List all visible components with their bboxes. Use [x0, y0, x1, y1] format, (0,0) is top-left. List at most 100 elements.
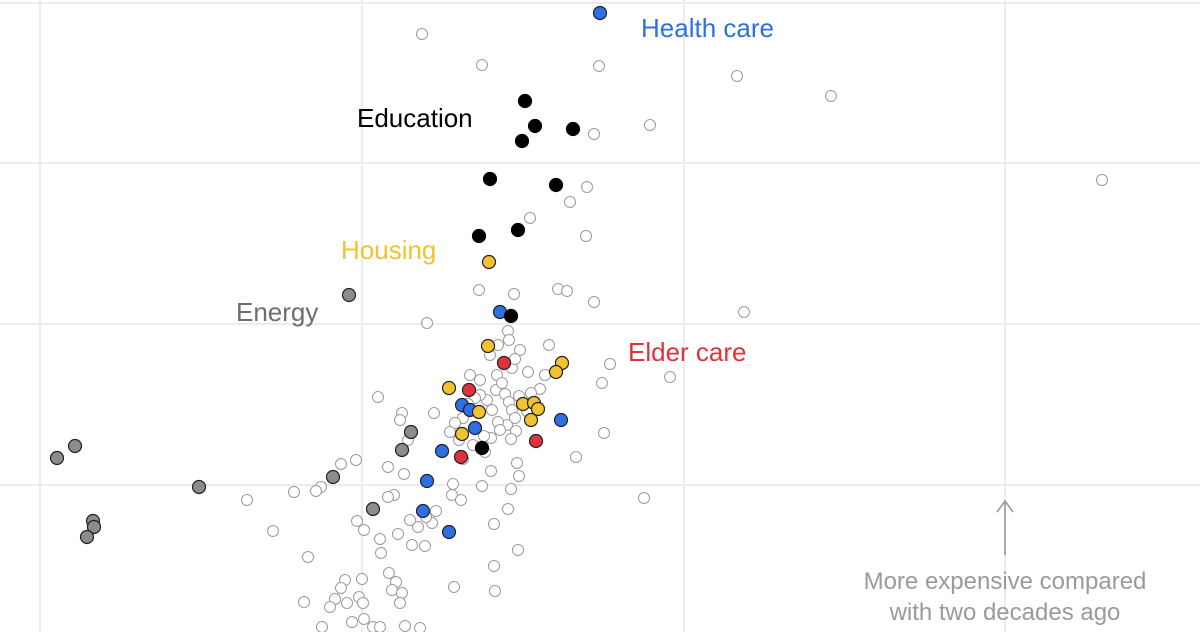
- education-point: [482, 171, 498, 187]
- energy-point: [341, 287, 357, 303]
- education-point: [510, 222, 526, 238]
- other-point: [503, 334, 515, 346]
- other-point: [358, 524, 370, 536]
- annotation-line-1: More expensive compared: [864, 568, 1147, 595]
- education-point: [471, 228, 487, 244]
- other-point: [346, 616, 358, 628]
- elder-point: [461, 382, 477, 398]
- other-point: [476, 59, 488, 71]
- other-point: [392, 528, 404, 540]
- other-point: [298, 596, 310, 608]
- health-point: [553, 412, 569, 428]
- other-point: [288, 486, 300, 498]
- other-point: [522, 366, 534, 378]
- energy-point: [86, 519, 102, 535]
- energy-point: [403, 424, 419, 440]
- education-label: Education: [357, 103, 473, 133]
- annotation-line-2: with two decades ago: [889, 599, 1121, 626]
- other-point: [539, 369, 551, 381]
- other-point: [382, 461, 394, 473]
- other-point: [644, 119, 656, 131]
- other-point: [505, 483, 517, 495]
- other-point: [502, 503, 514, 515]
- other-point: [358, 613, 370, 625]
- other-point: [494, 424, 506, 436]
- health-point: [592, 5, 608, 21]
- energy-point: [79, 529, 95, 545]
- education-point: [503, 308, 519, 324]
- other-point: [604, 358, 616, 370]
- other-point: [638, 492, 650, 504]
- other-point: [241, 494, 253, 506]
- other-point: [825, 90, 837, 102]
- energy-label: Energy: [236, 297, 318, 327]
- health-point: [419, 473, 435, 489]
- other-point: [302, 551, 314, 563]
- housing-point: [454, 426, 470, 442]
- other-point: [512, 544, 524, 556]
- other-point: [580, 230, 592, 242]
- health-point: [441, 524, 457, 540]
- housing-point: [441, 380, 457, 396]
- other-point: [474, 374, 486, 386]
- other-point: [731, 70, 743, 82]
- other-point: [455, 494, 467, 506]
- other-point: [738, 306, 750, 318]
- other-point: [404, 514, 416, 526]
- elder-point: [496, 355, 512, 371]
- other-point: [444, 426, 456, 438]
- other-point: [476, 480, 488, 492]
- other-point: [496, 377, 508, 389]
- education-point: [517, 93, 533, 109]
- housing-point: [481, 254, 497, 270]
- other-point: [394, 597, 406, 609]
- health-point: [415, 503, 431, 519]
- other-items-points: [241, 28, 1108, 632]
- other-point: [664, 371, 676, 383]
- other-point: [596, 377, 608, 389]
- other-point: [489, 585, 501, 597]
- health-care-label: Health care: [641, 13, 774, 43]
- energy-point: [365, 501, 381, 517]
- other-point: [485, 465, 497, 477]
- other-point: [383, 567, 395, 579]
- elder-point: [528, 433, 544, 449]
- other-point: [374, 621, 386, 632]
- education-point: [565, 121, 581, 137]
- other-point: [414, 622, 426, 632]
- other-point: [464, 369, 476, 381]
- other-point: [561, 285, 573, 297]
- other-point: [593, 60, 605, 72]
- other-point: [428, 407, 440, 419]
- other-point: [419, 540, 431, 552]
- other-point: [357, 597, 369, 609]
- other-point: [449, 417, 461, 429]
- other-point: [406, 539, 418, 551]
- other-point: [416, 28, 428, 40]
- health-point: [467, 420, 483, 436]
- other-point: [375, 547, 387, 559]
- other-point: [486, 404, 498, 416]
- other-point: [267, 525, 279, 537]
- elder-point: [453, 449, 469, 465]
- other-point: [508, 288, 520, 300]
- housing-point: [530, 401, 546, 417]
- annotation: More expensive compared with two decades…: [864, 499, 1147, 626]
- other-point: [341, 597, 353, 609]
- energy-point: [67, 438, 83, 454]
- other-point: [351, 515, 363, 527]
- other-point: [447, 478, 459, 490]
- other-point: [398, 468, 410, 480]
- other-point: [394, 414, 406, 426]
- housing-label: Housing: [341, 235, 436, 265]
- other-point: [588, 128, 600, 140]
- other-point: [324, 601, 336, 613]
- other-point: [382, 491, 394, 503]
- other-point: [505, 433, 517, 445]
- other-point: [524, 212, 536, 224]
- other-point: [316, 621, 328, 632]
- other-point: [396, 587, 408, 599]
- other-point: [374, 533, 386, 545]
- other-point: [448, 581, 460, 593]
